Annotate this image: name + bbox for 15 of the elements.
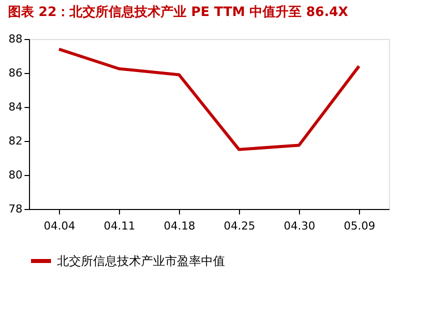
- legend-label: 北交所信息技术产业市盈率中值: [57, 254, 225, 268]
- x-tick-label: 04.11: [104, 220, 136, 232]
- x-tick-label: 04.04: [44, 220, 76, 232]
- line-series: [58, 48, 360, 151]
- x-tick-label: 04.30: [284, 220, 316, 232]
- x-tick-label: 04.25: [224, 220, 256, 232]
- x-tick-label: 05.09: [344, 220, 376, 232]
- chart-title: 图表 22：北交所信息技术产业 PE TTM 中值升至 86.4X: [8, 4, 348, 20]
- y-tick-label: 88: [8, 32, 22, 46]
- y-tick-label: 86: [8, 66, 22, 80]
- y-tick-label: 82: [8, 134, 22, 148]
- y-tick-label: 84: [8, 100, 22, 114]
- x-tick-label: 04.18: [164, 220, 196, 232]
- y-tick-label: 80: [8, 168, 22, 182]
- y-tick-label: 78: [8, 202, 22, 216]
